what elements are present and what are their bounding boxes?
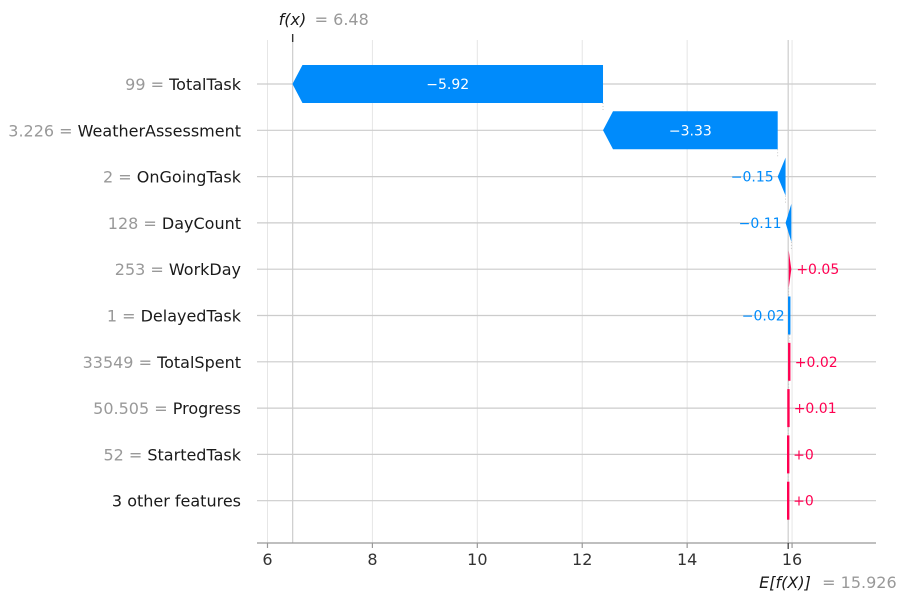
bar-daycount bbox=[785, 203, 792, 242]
feature-name: Progress bbox=[173, 399, 241, 418]
feature-label: 52 = StartedTask bbox=[103, 445, 241, 464]
x-tick-label: 8 bbox=[367, 550, 377, 569]
gridlines bbox=[257, 40, 876, 543]
bar-3-other-features bbox=[786, 481, 790, 520]
feature-value: 52 = bbox=[103, 445, 147, 464]
base-value: = 15.926 bbox=[822, 573, 896, 592]
bar-totalspent bbox=[788, 342, 791, 381]
x-tick-label: 16 bbox=[782, 550, 802, 569]
base-label: E[f(X)] bbox=[759, 573, 811, 592]
feature-label: 50.505 = Progress bbox=[93, 399, 241, 418]
bar-progress bbox=[787, 389, 790, 428]
feature-name: TotalSpent bbox=[156, 353, 241, 372]
feature-name: WorkDay bbox=[169, 260, 241, 279]
bar-value-label: −0.11 bbox=[739, 216, 782, 232]
feature-name: DelayedTask bbox=[141, 307, 242, 326]
annotations: f(x) = 6.48 E[f(X)] = 15.926 bbox=[279, 10, 897, 592]
bar-value-label: −0.02 bbox=[742, 309, 785, 325]
feature-label: 1 = DelayedTask bbox=[107, 307, 242, 326]
feature-value: 99 = bbox=[125, 75, 169, 94]
x-axis: 6 8 10 12 14 16 bbox=[257, 542, 876, 569]
feature-label: 33549 = TotalSpent bbox=[83, 353, 241, 372]
bar-ongoingtask bbox=[777, 157, 786, 196]
feature-name: WeatherAssessment bbox=[78, 121, 241, 140]
feature-value: 3.226 = bbox=[8, 121, 77, 140]
feature-name: StartedTask bbox=[147, 445, 241, 464]
bar-value-label: +0.01 bbox=[794, 401, 837, 417]
bar-startedtask bbox=[786, 435, 790, 474]
fx-label: f(x) bbox=[279, 10, 307, 29]
feature-label: 99 = TotalTask bbox=[125, 75, 242, 94]
x-tick-label: 10 bbox=[467, 550, 487, 569]
feature-label: 3 other features bbox=[112, 492, 241, 511]
feature-name: TotalTask bbox=[168, 75, 242, 94]
feature-label: 253 = WorkDay bbox=[115, 260, 241, 279]
feature-label: 2 = OnGoingTask bbox=[103, 168, 242, 187]
bar-workday bbox=[788, 250, 792, 289]
feature-label: 128 = DayCount bbox=[108, 214, 241, 233]
bar-value-label: +0.02 bbox=[795, 355, 838, 371]
feature-value: 128 = bbox=[108, 214, 162, 233]
feature-value: 33549 = bbox=[83, 353, 157, 372]
x-tick-label: 6 bbox=[262, 550, 272, 569]
x-tick-label: 12 bbox=[572, 550, 592, 569]
bar-value-label: +0.05 bbox=[796, 262, 839, 278]
fx-value: = 6.48 bbox=[315, 10, 369, 29]
bar-value-label: +0 bbox=[793, 447, 814, 463]
feature-value: 253 = bbox=[115, 260, 169, 279]
bars: −5.92 −3.33 −0.15 −0.11 +0.05 −0.02 +0.02 +0.01… bbox=[292, 65, 839, 520]
feature-name: 3 other features bbox=[112, 492, 241, 511]
bar-totaltask bbox=[292, 65, 604, 103]
feature-name: OnGoingTask bbox=[137, 168, 242, 187]
bar-value-label: −0.15 bbox=[731, 170, 774, 186]
bar-weatherassessment bbox=[603, 111, 778, 150]
feature-label: 3.226 = WeatherAssessment bbox=[8, 121, 241, 140]
feature-labels: 99 = TotalTask 3.226 = WeatherAssessment 2… bbox=[8, 75, 241, 511]
bar-value-label: +0 bbox=[793, 494, 814, 510]
feature-name: DayCount bbox=[162, 214, 241, 233]
bar-value-label: −3.33 bbox=[669, 123, 712, 139]
feature-value: 2 = bbox=[103, 168, 137, 187]
x-tick-label: 14 bbox=[677, 550, 697, 569]
feature-value: 50.505 = bbox=[93, 399, 173, 418]
bar-value-label: −5.92 bbox=[426, 77, 469, 93]
bar-delayedtask bbox=[788, 296, 791, 335]
feature-value: 1 = bbox=[107, 307, 141, 326]
